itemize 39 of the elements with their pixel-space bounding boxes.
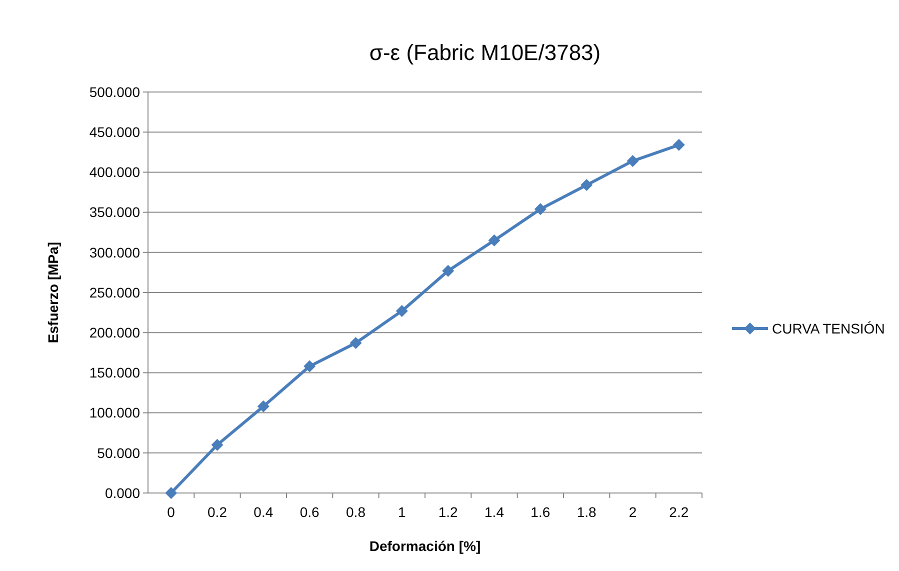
chart-title: σ-ε (Fabric M10E/3783) <box>369 40 601 65</box>
x-tick-label: 0.8 <box>346 504 366 520</box>
point <box>165 487 178 499</box>
x-tick-label: 2.2 <box>669 504 689 520</box>
point <box>257 400 270 412</box>
y-tick-label: 0.000 <box>104 484 140 501</box>
y-tick-label: 100.000 <box>89 404 140 421</box>
x-tick-label: 0.6 <box>300 504 320 520</box>
point <box>488 234 500 246</box>
y-tick-label: 200.000 <box>89 324 140 340</box>
point <box>304 360 316 372</box>
legend-label: CURVA TENSIÓN <box>772 320 885 336</box>
y-tick-label: 500.000 <box>89 84 140 100</box>
x-tick-label: 1.2 <box>438 504 458 520</box>
point <box>580 179 593 192</box>
x-tick-label: 2 <box>628 504 637 520</box>
x-tick-label: 1.4 <box>484 504 504 520</box>
y-tick-label: 50.000 <box>97 444 140 461</box>
x-tick-label: 0 <box>167 504 176 520</box>
point <box>626 154 639 167</box>
y-tick-label: 300.000 <box>89 244 140 260</box>
point <box>672 138 685 151</box>
x-tick-label: 1 <box>398 504 406 520</box>
x-tick-label: 0.4 <box>254 504 274 520</box>
y-tick-label: 400.000 <box>89 164 140 180</box>
x-tick-label: 1.6 <box>530 504 550 520</box>
y-tick-label: 350.000 <box>89 204 140 220</box>
point <box>350 337 362 350</box>
x-tick-label: 1.8 <box>576 504 597 520</box>
x-tick-label: 0.2 <box>208 504 228 520</box>
y-tick-label: 250.000 <box>89 284 140 300</box>
point <box>211 438 224 451</box>
y-tick-label: 450.000 <box>89 124 140 140</box>
x-axis-title: Deformación [%] <box>369 538 481 554</box>
y-axis-title: Esfuerzo [MPa] <box>45 242 61 344</box>
point <box>534 203 546 216</box>
y-tick-label: 150.000 <box>89 364 140 381</box>
point <box>442 264 454 277</box>
point <box>396 304 408 317</box>
